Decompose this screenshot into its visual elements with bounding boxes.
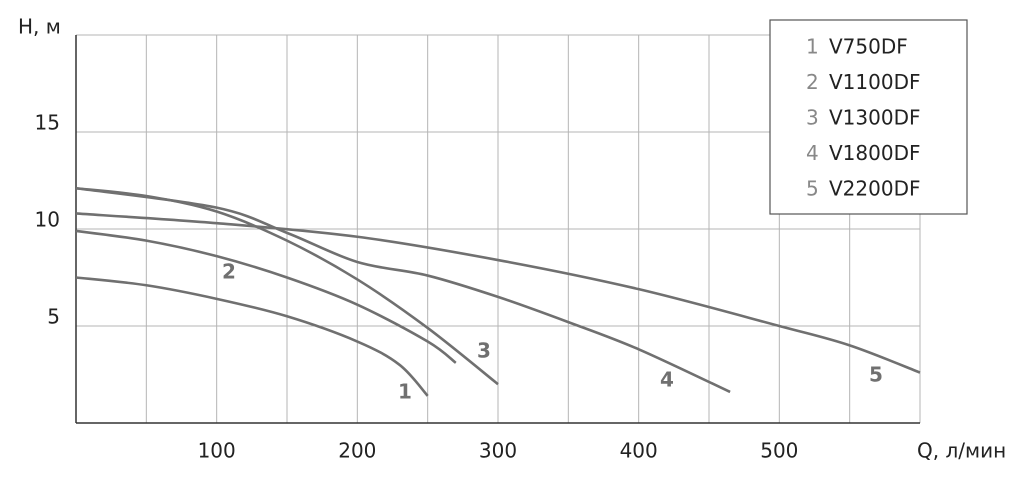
curve	[75, 186, 731, 394]
curve	[75, 276, 429, 397]
curve-label: 2	[222, 260, 236, 284]
curve-label: 3	[477, 339, 491, 363]
legend-number: 1	[806, 35, 819, 59]
x-tick-label: 300	[479, 439, 517, 463]
x-tick-label: 400	[620, 439, 658, 463]
legend-box	[769, 19, 968, 215]
legend-name: V1800DF	[829, 141, 920, 165]
curve	[75, 212, 921, 374]
legend-number: 4	[806, 141, 819, 165]
curve-label: 1	[398, 380, 412, 404]
legend-name: V2200DF	[829, 177, 920, 201]
curve-label: 5	[869, 363, 883, 387]
legend-number: 5	[806, 177, 819, 201]
y-tick-label: 15	[35, 111, 60, 135]
legend-name: V1100DF	[829, 70, 920, 94]
x-tick-label: 500	[760, 439, 798, 463]
y-tick-label: 10	[35, 208, 60, 232]
curve-label: 4	[660, 368, 674, 392]
y-axis-label: H, м	[18, 15, 61, 39]
curve	[75, 229, 457, 364]
x-tick-label: 100	[198, 439, 236, 463]
x-tick-label: 200	[338, 439, 376, 463]
x-axis-label: Q, л/мин	[917, 439, 1006, 463]
legend-number: 3	[806, 106, 819, 130]
legend-number: 2	[806, 70, 819, 94]
legend-name: V1300DF	[829, 106, 920, 130]
y-tick-label: 5	[47, 305, 60, 329]
legend-name: V750DF	[829, 35, 908, 59]
